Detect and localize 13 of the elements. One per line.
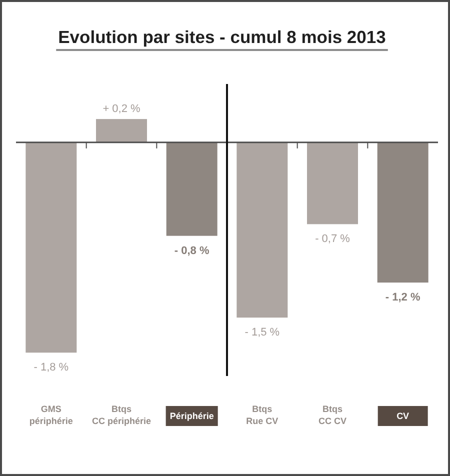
x-tick-label: CV [396, 411, 410, 422]
x-tick-label: Btqs CC périphérie [92, 404, 152, 426]
data-label: - 0,7 % [315, 233, 350, 246]
x-tick-label: Btqs Rue CV [246, 404, 278, 426]
data-label: + 0,2 % [102, 103, 141, 116]
x-tick-label: GMS périphérie [29, 404, 73, 426]
data-label: - 1,8 % [34, 362, 69, 374]
data-label: - 1,5 % [244, 326, 280, 339]
data-label: - 1,2 % [385, 292, 420, 304]
chart-title: Evolution par sites - cumul 8 mois 2013 [58, 27, 386, 47]
data-label: - 0,8 % [174, 244, 210, 257]
x-tick-label: Périphérie [170, 411, 214, 422]
x-tick-label: Btqs CC CV [318, 404, 347, 426]
